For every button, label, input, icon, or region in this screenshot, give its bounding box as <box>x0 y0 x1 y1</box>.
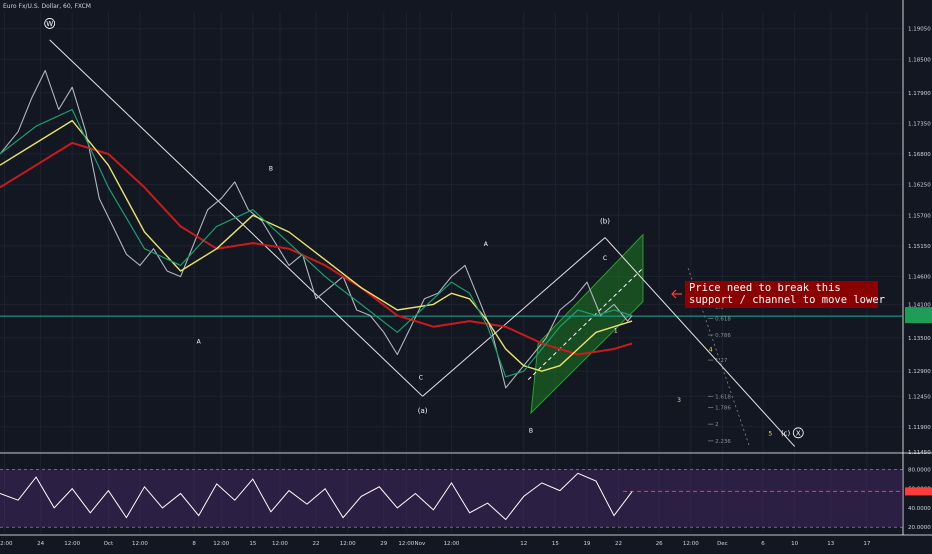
time-tick-label: 12 <box>520 541 527 547</box>
time-tick-label: Oct <box>104 541 114 547</box>
fib-level-label: 2.236 <box>715 439 731 445</box>
price-tick-label: 1.11450 <box>908 450 931 456</box>
rsi-tick-label: 80.0000 <box>908 467 931 473</box>
ma-fast-line <box>0 108 633 378</box>
rsi-tick-label: 20.0000 <box>908 525 931 531</box>
wave-label: 1 <box>614 327 618 334</box>
callout-line-2: support / channel to move lower <box>689 294 885 306</box>
time-tick-label: 19 <box>583 541 590 547</box>
wave-label: 4 <box>709 347 713 354</box>
wave-label: 5 <box>768 430 772 437</box>
wave-line <box>422 237 606 397</box>
rsi-tick-label: 40.0000 <box>908 506 931 512</box>
fib-levels: 0.5 0.618 0.786 1.27 1.618 1.786 2 2.236 <box>707 305 731 445</box>
wave-label: C <box>603 255 607 262</box>
price-channel <box>530 233 644 415</box>
time-tick-label: 12:00 <box>683 541 699 547</box>
price-tick-label: 1.12900 <box>908 369 931 375</box>
time-tick-label: 12:00 <box>444 541 460 547</box>
wave-labels: W A B C (a) A B C (b) 1 3 4 5 (c) X <box>44 18 804 439</box>
fib-level-label: 1.786 <box>715 405 731 411</box>
callout-line-1: Price need to break this <box>689 282 841 294</box>
chart-title: Euro Fx/U.S. Dollar, 60, FXCM <box>3 3 91 10</box>
wave-label: (c) <box>781 429 791 437</box>
time-tick-label: 15 <box>552 541 559 547</box>
price-tick-label: 1.12450 <box>908 394 931 400</box>
wave-line <box>49 39 423 397</box>
rsi-band <box>0 469 903 528</box>
wave-label: W <box>46 20 53 28</box>
wave-label: A <box>197 338 202 345</box>
time-tick-label: 15 <box>249 541 256 547</box>
time-tick-label: Nov <box>415 541 426 547</box>
time-tick-label: 12:00 <box>132 541 148 547</box>
wave-label: C <box>419 375 423 382</box>
time-axis: 12:00 24 12:00 Oct 12:00 8 12:00 15 12:00 22 12:00… <box>0 541 871 547</box>
price-tick-label: 1.15700 <box>908 213 931 219</box>
gridlines <box>0 12 903 532</box>
price-tick-label: 1.17900 <box>908 91 931 97</box>
price-tick-label: 1.17350 <box>908 121 931 127</box>
wave-label-circle <box>792 427 804 439</box>
time-tick-label: 12:00 <box>0 541 13 547</box>
current-price-tag <box>905 307 932 324</box>
time-tick-label: 13 <box>827 541 834 547</box>
callout-arrow <box>671 289 682 299</box>
wave-label-circle <box>44 18 56 29</box>
time-tick-label: 10 <box>791 541 798 547</box>
wave-label: X <box>796 429 801 437</box>
time-tick-label: 29 <box>380 541 387 547</box>
price-tick-label: 1.15150 <box>908 244 931 250</box>
time-tick-label: 12:00 <box>398 541 414 547</box>
fib-level-label: 0.5 <box>715 305 724 311</box>
price-line <box>0 69 633 389</box>
ma-slow-line <box>0 141 633 356</box>
price-tick-label: 1.16800 <box>908 152 931 158</box>
price-tick-label: 1.14600 <box>908 275 931 281</box>
ma-mid-line <box>0 119 633 372</box>
wave-label: B <box>269 166 273 173</box>
channel-midline <box>527 267 644 380</box>
wave-label: (b) <box>600 218 610 226</box>
fib-level-label: 1.27 <box>715 358 728 364</box>
rsi-value-tag <box>905 487 932 496</box>
price-tick-label: 1.11900 <box>908 425 931 431</box>
fib-level-label: 0.786 <box>715 333 731 339</box>
time-tick-label: 24 <box>37 541 44 547</box>
fib-level-label: 0.618 <box>715 316 731 322</box>
time-tick-label: 22 <box>615 541 622 547</box>
rsi-line <box>0 472 633 521</box>
wave-label: (a) <box>418 407 428 415</box>
time-tick-label: 12:00 <box>64 541 80 547</box>
wave-lines <box>49 39 796 447</box>
time-tick-label: 12:00 <box>272 541 288 547</box>
price-tick-label: 1.16250 <box>908 183 931 189</box>
time-tick-label: 22 <box>313 541 320 547</box>
wave-label: B <box>529 428 533 435</box>
wave-label: A <box>484 241 489 248</box>
price-tick-label: 1.18500 <box>908 57 931 63</box>
price-tick-label: 1.13500 <box>908 336 931 342</box>
wave-label: 3 <box>677 397 681 404</box>
time-tick-label: 17 <box>863 541 870 547</box>
wave-line <box>604 237 796 447</box>
time-tick-label: 12:00 <box>340 541 356 547</box>
time-tick-label: 12:00 <box>213 541 229 547</box>
price-tick-label: 1.14100 <box>908 302 931 308</box>
time-tick-label: 6 <box>761 541 765 547</box>
annotation-callout: Price need to break this support / chann… <box>685 281 885 308</box>
time-tick-label: Dec <box>717 541 728 547</box>
time-tick-label: 26 <box>656 541 663 547</box>
fib-level-label: 2 <box>715 422 719 428</box>
time-tick-label: 8 <box>192 541 196 547</box>
fib-level-label: 1.618 <box>715 394 731 400</box>
price-tick-label: 1.19050 <box>908 27 931 33</box>
